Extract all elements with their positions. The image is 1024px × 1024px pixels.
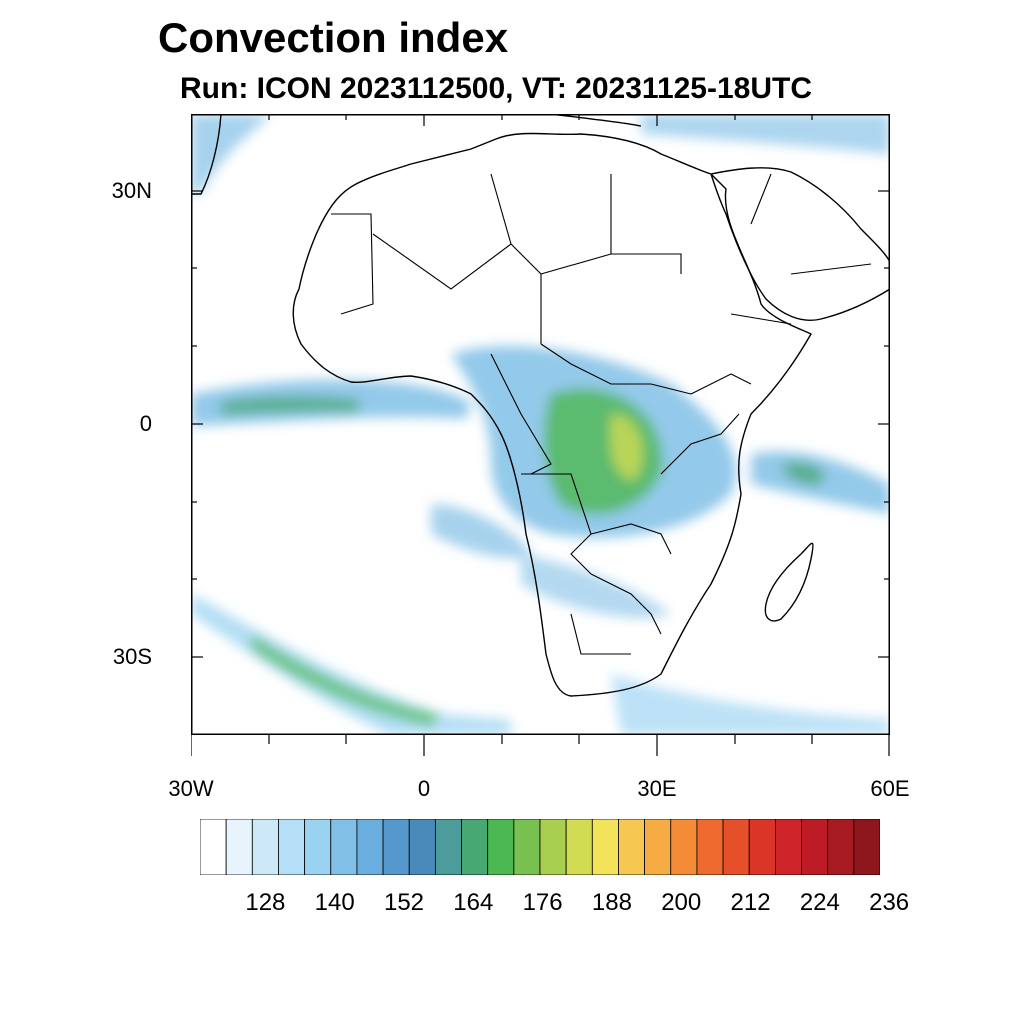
- colorbar-label: 176: [522, 889, 563, 916]
- colorbar-label: 188: [591, 889, 632, 916]
- colorbar-swatch: [539, 819, 567, 875]
- colorbar-swatch: [487, 819, 515, 875]
- map-panel: [191, 114, 890, 735]
- colorbar-swatch: [565, 819, 593, 875]
- y-tick-label: 0: [139, 411, 152, 436]
- colorbar-label: 164: [453, 889, 494, 916]
- colorbar-swatch: [618, 819, 646, 875]
- colorbar-swatch: [382, 819, 410, 875]
- colorbar-swatch: [356, 819, 384, 875]
- colorbar-swatch: [434, 819, 462, 875]
- map-subtitle: Run: ICON 2023112500, VT: 20231125-18UTC: [180, 72, 813, 105]
- colorbar-swatch: [748, 819, 776, 875]
- colorbar-swatch: [225, 819, 253, 875]
- x-axis-ticks: [191, 734, 890, 756]
- country-borders: [331, 173, 872, 655]
- colorbar-label: 236: [869, 889, 910, 916]
- convection-field: [191, 114, 890, 735]
- colorbar-swatch: [774, 819, 802, 875]
- y-tick-label: 30S: [112, 644, 152, 669]
- x-tick-label: 30W: [168, 776, 214, 801]
- colorbar-label: 212: [730, 889, 771, 916]
- colorbar-swatch: [513, 819, 541, 875]
- colorbar-swatch: [696, 819, 724, 875]
- colorbar-label: 128: [245, 889, 286, 916]
- colorbar-swatch: [827, 819, 855, 875]
- colorbar-label: 152: [383, 889, 425, 916]
- colorbar-swatch: [722, 819, 750, 875]
- coastlines: [191, 114, 890, 697]
- map-title: Convection index: [158, 14, 509, 61]
- colorbar-swatch: [330, 819, 358, 875]
- map-plot: [191, 114, 890, 735]
- colorbar-swatch: [461, 819, 489, 875]
- x-tick-label: 60E: [870, 776, 910, 801]
- colorbar: [200, 819, 880, 875]
- colorbar-swatch: [408, 819, 436, 875]
- colorbar-swatch: [591, 819, 619, 875]
- x-tick-label: 30E: [637, 776, 677, 801]
- colorbar-label: 140: [314, 889, 355, 916]
- map-frame: [191, 114, 890, 735]
- colorbar-swatch: [200, 819, 227, 875]
- colorbar-swatch: [801, 819, 829, 875]
- colorbar-swatch: [251, 819, 279, 875]
- colorbar-swatch: [853, 819, 880, 875]
- colorbar-label: 224: [799, 889, 840, 916]
- x-tick-label: 0: [417, 776, 431, 801]
- y-tick-label: 30N: [111, 178, 152, 203]
- colorbar-swatch: [644, 819, 672, 875]
- colorbar-swatch: [304, 819, 332, 875]
- colorbar-swatch: [278, 819, 306, 875]
- colorbar-swatch: [670, 819, 698, 875]
- colorbar-label: 200: [661, 889, 702, 916]
